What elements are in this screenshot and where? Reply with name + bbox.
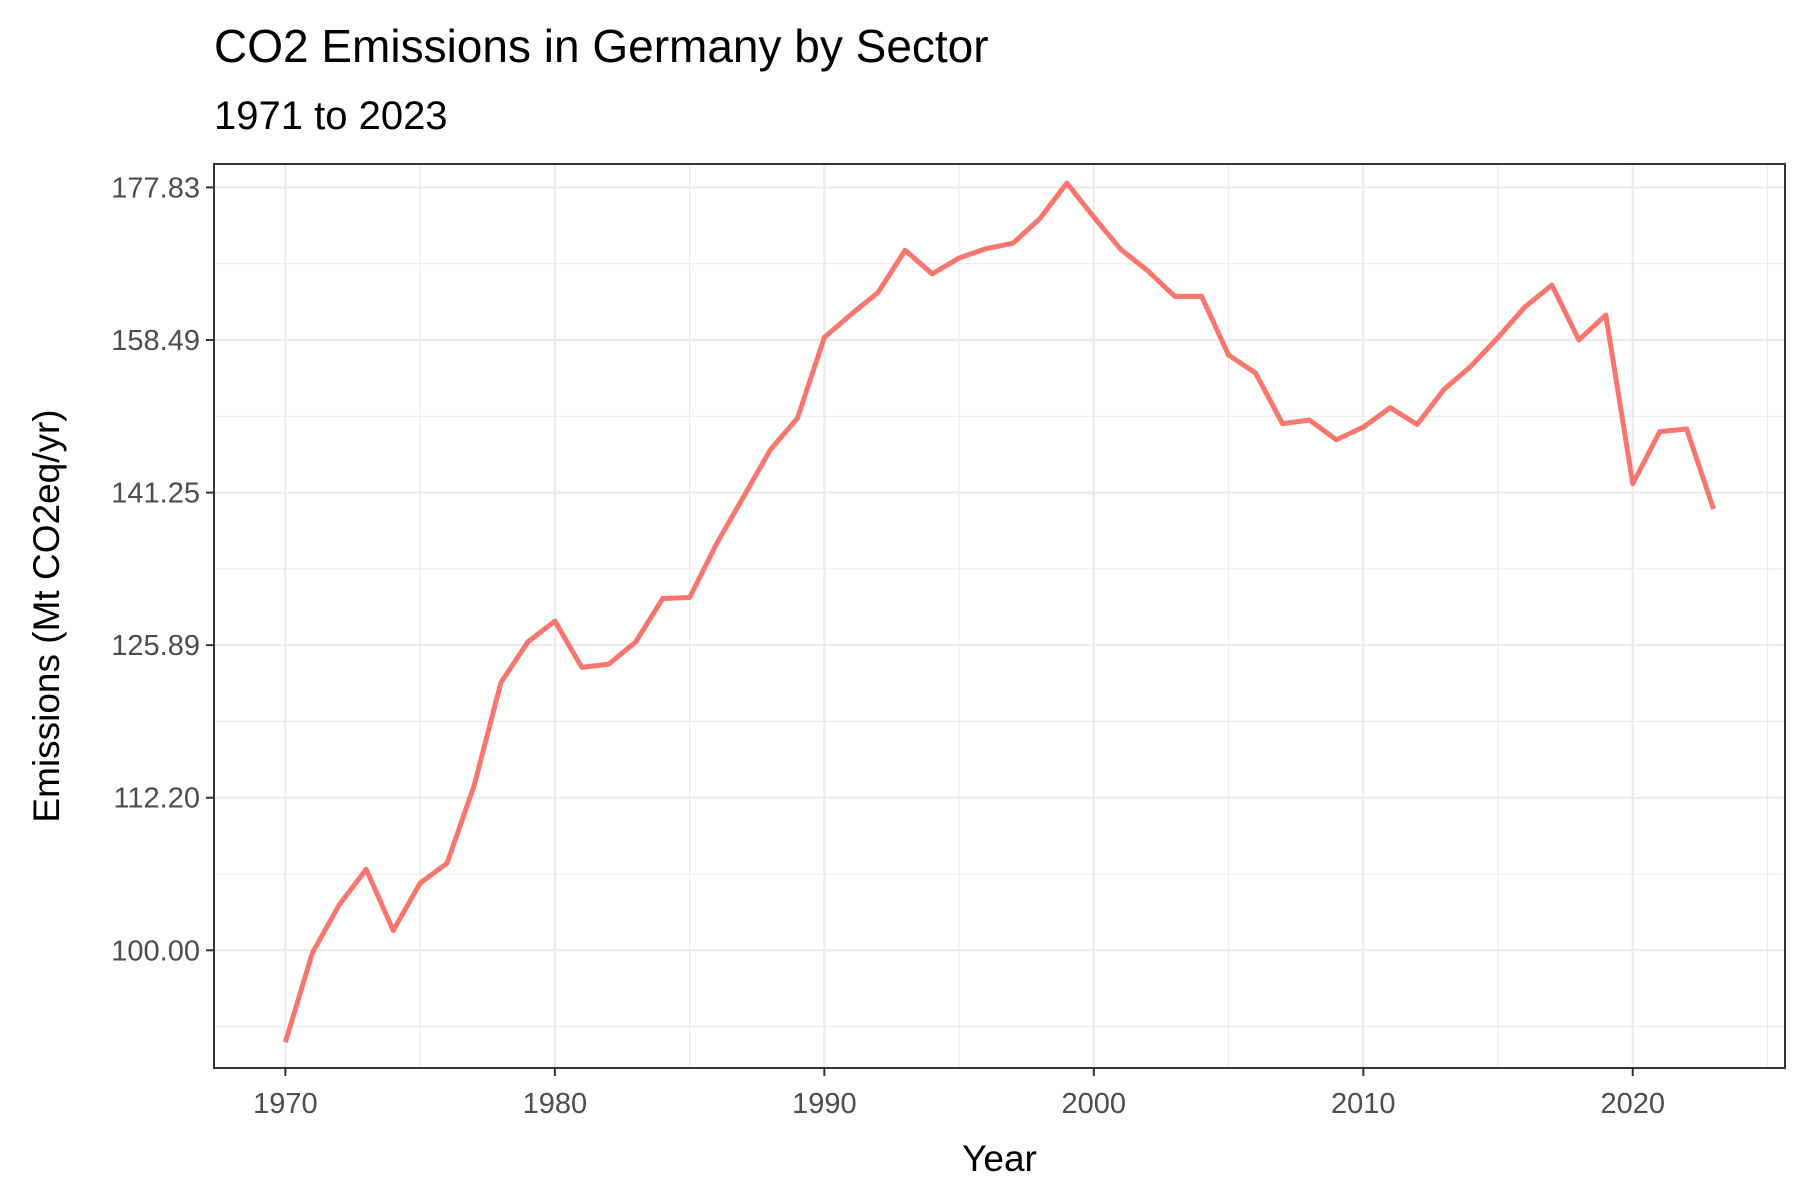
x-axis: 1970 1980 1990 2000 2010 2020	[253, 1068, 1665, 1120]
minor-gridlines	[214, 164, 1785, 1068]
series-line	[283, 180, 1716, 1043]
x-tick-label: 2000	[1062, 1088, 1127, 1120]
x-tick-label: 1970	[253, 1088, 318, 1120]
x-tick-label: 1990	[792, 1088, 857, 1120]
y-tick-label: 141.25	[111, 478, 200, 510]
y-tick-label: 177.83	[111, 172, 200, 204]
x-tick-label: 2020	[1600, 1088, 1665, 1120]
series-layer	[283, 180, 1716, 1043]
x-tick-label: 1980	[523, 1088, 588, 1120]
y-axis: 100.00 112.20 125.89 141.25 158.49 177.83	[111, 172, 214, 967]
x-axis-title: Year	[962, 1138, 1037, 1179]
y-tick-label: 100.00	[111, 935, 200, 967]
panel-border	[213, 163, 1786, 1069]
chart-subtitle: 1971 to 2023	[214, 94, 448, 138]
x-tick-label: 2010	[1331, 1088, 1396, 1120]
y-tick-label: 158.49	[111, 325, 200, 357]
y-tick-label: 112.20	[113, 783, 200, 815]
chart-title: CO2 Emissions in Germany by Sector	[214, 20, 989, 72]
panel-background	[214, 164, 1785, 1068]
major-gridlines	[214, 164, 1785, 1068]
y-tick-label: 125.89	[111, 630, 200, 662]
y-axis-title: Emissions (Mt CO2eq/yr)	[26, 409, 67, 822]
